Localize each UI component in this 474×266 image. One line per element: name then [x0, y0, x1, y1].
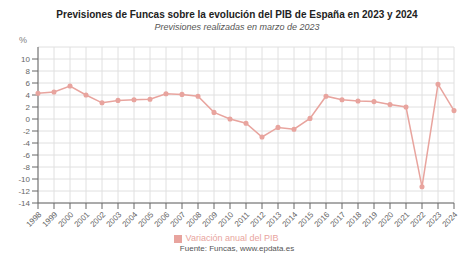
svg-text:2001: 2001 [72, 210, 91, 229]
svg-text:-8: -8 [23, 163, 31, 172]
svg-text:2004: 2004 [120, 210, 139, 229]
svg-text:8: 8 [26, 67, 31, 76]
svg-text:2007: 2007 [168, 210, 187, 229]
html-text:Fuente: Funcas, www.epdata.es: Fuente: Funcas, www.epdata.es [179, 244, 295, 253]
svg-text:-2: -2 [23, 127, 31, 136]
svg-text:%: % [19, 35, 27, 45]
svg-text:2003: 2003 [104, 210, 123, 229]
svg-text:-12: -12 [18, 187, 30, 196]
svg-text:2: 2 [26, 103, 31, 112]
svg-text:1998: 1998 [24, 210, 43, 229]
svg-text:2013: 2013 [264, 210, 283, 229]
svg-text:2022: 2022 [408, 210, 427, 229]
svg-text:4: 4 [26, 91, 31, 100]
svg-text:1999: 1999 [40, 210, 59, 229]
svg-text:2023: 2023 [424, 210, 443, 229]
html-text:Previsiones realizadas en marz: Previsiones realizadas en marzo de 2023 [154, 22, 320, 32]
svg-text:6: 6 [26, 79, 31, 88]
svg-text:2012: 2012 [248, 210, 267, 229]
svg-text:-14: -14 [18, 199, 30, 208]
svg-text:2006: 2006 [152, 210, 171, 229]
svg-text:2010: 2010 [216, 210, 235, 229]
svg-text:2015: 2015 [296, 210, 315, 229]
svg-text:2008: 2008 [184, 210, 203, 229]
svg-text:2002: 2002 [88, 210, 107, 229]
svg-text:2005: 2005 [136, 210, 155, 229]
svg-text:2024: 2024 [440, 210, 459, 229]
svg-text:2020: 2020 [376, 210, 395, 229]
svg-text:2019: 2019 [360, 210, 379, 229]
html-text:Previsiones de Funcas sobre la: Previsiones de Funcas sobre la evolución… [56, 9, 418, 20]
svg-text:2000: 2000 [56, 210, 75, 229]
svg-text:-6: -6 [23, 151, 31, 160]
svg-text:-10: -10 [18, 175, 30, 184]
svg-text:-4: -4 [23, 139, 31, 148]
svg-text:0: 0 [26, 115, 31, 124]
svg-text:10: 10 [21, 55, 30, 64]
svg-text:2009: 2009 [200, 210, 219, 229]
svg-text:2011: 2011 [233, 210, 252, 229]
html-text:Variación anual del PIB: Variación anual del PIB [185, 233, 279, 243]
svg-text:2017: 2017 [328, 210, 347, 229]
svg-text:2014: 2014 [280, 210, 299, 229]
svg-text:2018: 2018 [344, 210, 363, 229]
svg-text:2021: 2021 [392, 210, 411, 229]
svg-text:2016: 2016 [312, 210, 331, 229]
